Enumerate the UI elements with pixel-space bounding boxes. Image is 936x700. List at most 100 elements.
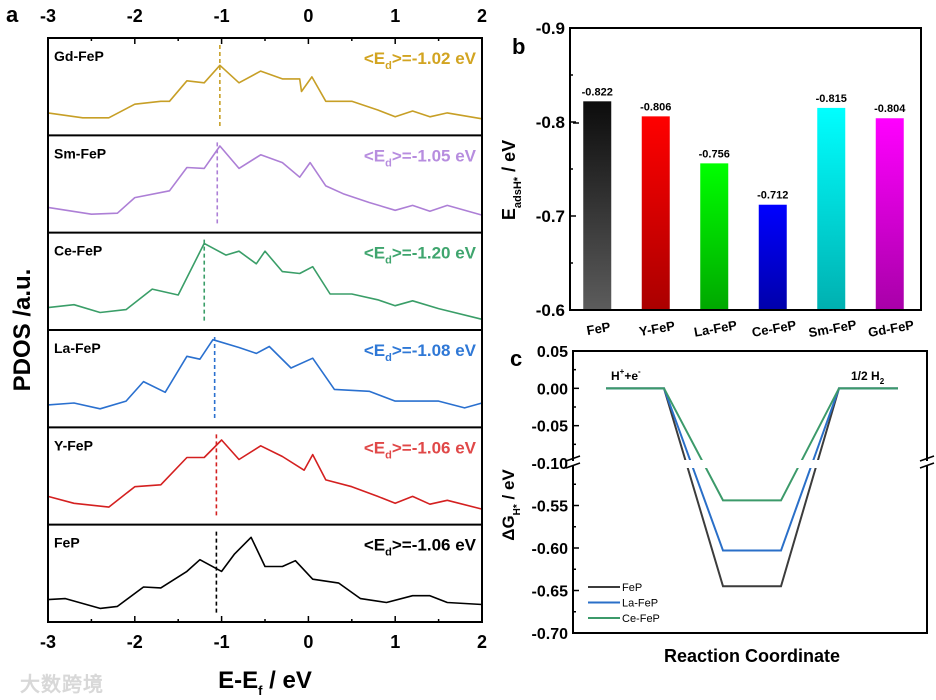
text-part: 2 <box>880 377 885 386</box>
pdos-subpanel: Sm-FeP <Ed>=-1.05 eV <box>47 134 483 224</box>
x-tick-label-top: 2 <box>477 6 487 26</box>
bar-value-label: -0.815 <box>816 93 847 105</box>
panel-label-b: b <box>512 34 525 59</box>
y-axis-title-b: EadsH* / eV <box>499 140 524 220</box>
plot-frame-b <box>569 27 922 311</box>
d-band-center-label: <Ed>=-1.06 eV <box>364 438 477 461</box>
y-tick-label-b: -0.8 <box>536 113 565 132</box>
text-part: <E <box>364 244 385 263</box>
text-part: / eV <box>499 140 519 177</box>
d-band-center-label: <Ed>=-1.08 eV <box>364 341 477 364</box>
state-label-end: 1/2 H2 <box>851 369 885 386</box>
sample-label: Y-FeP <box>54 437 93 453</box>
bar-gd-fep <box>875 118 904 311</box>
x-tick-label-top: -1 <box>214 6 230 26</box>
text-part: - <box>638 367 641 376</box>
y-tick-label-c: -0.70 <box>532 626 569 643</box>
text-part: d <box>385 449 392 461</box>
text-part: H <box>611 369 620 383</box>
bar-ce-fep <box>758 204 787 310</box>
free-energy-path-la-fep <box>606 387 898 552</box>
x-tick-label-bottom: 0 <box>303 632 313 652</box>
bar-sm-fep <box>817 107 846 311</box>
text-part: 1/2 H <box>851 369 880 383</box>
text-part: >=-1.06 eV <box>392 438 477 457</box>
text-part: + <box>620 367 625 376</box>
text-part: >=-1.06 eV <box>392 536 477 555</box>
bar-fep <box>583 101 612 310</box>
axis-break-band <box>574 460 926 468</box>
bar-la-fep <box>700 163 729 310</box>
category-label: La-FeP <box>693 317 739 339</box>
axis-break-gap-right <box>921 461 933 466</box>
pdos-curve-ce-fep <box>47 242 483 321</box>
text-part: +e <box>624 369 638 383</box>
pdos-subpanel: La-FeP <Ed>=-1.08 eV <box>47 329 483 418</box>
y-tick-label-b: -0.9 <box>536 19 565 38</box>
text-part: >=-1.02 eV <box>392 49 477 68</box>
bar-value-label: -0.756 <box>699 148 730 160</box>
text-part: ΔG <box>499 515 518 540</box>
text-part: >=-1.20 eV <box>392 244 477 263</box>
y-axis-title-c: ΔGH* / eV <box>499 469 523 541</box>
axis-break-mark-icon <box>919 455 935 469</box>
pdos-curve-fep <box>47 536 483 610</box>
y-tick-label-b: -0.7 <box>536 207 565 226</box>
text-part: / eV <box>263 667 312 694</box>
y-tick-label-c: -0.55 <box>532 499 569 516</box>
pdos-curve-gd-fep <box>47 64 483 120</box>
bar-value-label: -0.712 <box>757 190 788 202</box>
text-part: f <box>258 683 263 698</box>
panel-label-a: a <box>6 2 19 27</box>
category-label: Ce-FeP <box>751 317 798 340</box>
text-part: adsH* <box>512 176 524 208</box>
pdos-subpanel: Y-FeP <Ed>=-1.06 eV <box>47 426 483 516</box>
free-energy-path-fep <box>606 387 898 588</box>
free-energy-path-ce-fep <box>606 387 898 502</box>
plot-frame-c <box>572 350 928 634</box>
text-part: d <box>385 255 392 267</box>
bar-y-fep <box>641 116 670 310</box>
x-tick-label-top: 1 <box>390 6 400 26</box>
panel-label-c: c <box>510 346 522 371</box>
text-part: E <box>499 208 519 220</box>
sample-label: Gd-FeP <box>54 48 104 64</box>
state-label-start: H++e- <box>611 367 641 383</box>
pdos-curve-y-fep <box>47 439 483 510</box>
sample-label: FeP <box>54 535 80 551</box>
text-part: <E <box>364 49 385 68</box>
category-label: Gd-FeP <box>867 317 915 340</box>
text-part: >=-1.05 eV <box>392 146 477 165</box>
text-part: >=-1.08 eV <box>392 341 477 360</box>
y-tick-label-c: 0.05 <box>537 344 568 361</box>
d-band-center-label: <Ed>=-1.20 eV <box>364 244 477 267</box>
sample-label: Ce-FeP <box>54 243 102 259</box>
text-part: H* <box>512 504 523 515</box>
x-tick-label-top: 0 <box>303 6 313 26</box>
category-label: Y-FeP <box>638 318 677 339</box>
category-label: Sm-FeP <box>807 317 858 340</box>
pdos-curve-la-fep <box>47 338 483 410</box>
pdos-subpanel: Ce-FeP <Ed>=-1.20 eV <box>47 231 483 321</box>
bar-value-label: -0.822 <box>582 86 613 98</box>
bar-value-label: -0.806 <box>640 101 671 113</box>
text-part: d <box>385 352 392 364</box>
x-tick-label-bottom: -3 <box>40 632 56 652</box>
bar-value-label: -0.804 <box>874 103 906 115</box>
text-part: <E <box>364 146 385 165</box>
x-tick-label-top: -3 <box>40 6 56 26</box>
x-tick-label-bottom: -2 <box>127 632 143 652</box>
y-tick-label-c: -0.05 <box>532 419 569 436</box>
axis-break-gap-left <box>567 461 579 466</box>
d-band-center-label: <Ed>=-1.06 eV <box>364 536 477 559</box>
y-tick-label-b: -0.6 <box>536 301 565 320</box>
pdos-subpanel: Gd-FeP <Ed>=-1.02 eV <box>47 45 483 126</box>
pdos-subpanel: FeP <Ed>=-1.06 eV <box>47 523 483 613</box>
legend-label: FeP <box>622 582 642 594</box>
pdos-curve-sm-fep <box>47 145 483 216</box>
legend-label: Ce-FeP <box>622 613 660 625</box>
text-part: d <box>385 60 392 72</box>
d-band-center-label: <Ed>=-1.05 eV <box>364 146 477 169</box>
y-tick-label-c: -0.10 <box>532 456 569 473</box>
